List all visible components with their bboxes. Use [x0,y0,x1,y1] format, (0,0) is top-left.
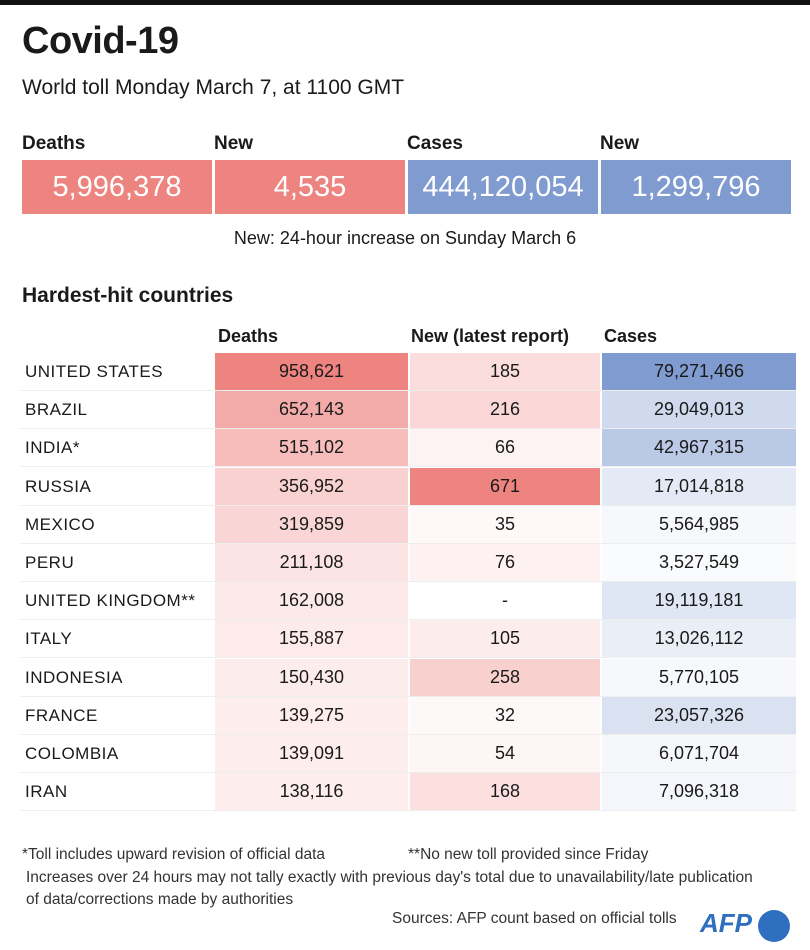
table-row: COLOMBIA 139,091 54 6,071,704 [20,735,796,773]
kpi-label-deaths: Deaths [22,133,86,154]
deaths-cell: 319,859 [215,505,408,543]
sources: Sources: AFP count based on official tol… [392,910,677,927]
kpi-cases: 444,120,054 [408,160,598,214]
cases-cell: 6,071,704 [602,735,796,772]
footnote-increases: Increases over 24 hours may not tally ex… [26,869,753,886]
page-title: Covid-19 [22,20,179,62]
table-row: MEXICO 319,859 35 5,564,985 [20,505,796,544]
new-cell: 105 [410,620,600,658]
subtitle: World toll Monday March 7, at 1100 GMT [22,76,405,99]
new-cell: 168 [410,773,600,811]
deaths-cell: 138,116 [215,773,408,811]
new-cell: 35 [410,505,600,543]
cases-cell: 79,271,466 [602,353,796,390]
kpi-deaths: 5,996,378 [22,160,212,214]
cases-cell: 7,096,318 [602,773,796,811]
deaths-cell: 139,091 [215,735,408,772]
kpi-new-cases: 1,299,796 [601,160,791,214]
deaths-cell: 150,430 [215,658,408,696]
afp-logo: AFP [700,908,752,938]
footnote-double-star: **No new toll provided since Friday [408,846,649,863]
kpi-label-cases: Cases [407,133,463,154]
table-row: ITALY 155,887 105 13,026,112 [20,620,796,659]
country-name: RUSSIA [25,476,92,496]
country-name: BRAZIL [25,400,88,420]
new-cell: 32 [410,696,600,734]
cases-cell: 29,049,013 [602,391,796,429]
cases-cell: 13,026,112 [602,620,796,658]
table-row: INDONESIA 150,430 258 5,770,105 [20,658,796,697]
new-cell: - [410,582,600,620]
country-name: FRANCE [25,705,98,725]
deaths-cell: 652,143 [215,391,408,429]
country-name: MEXICO [25,514,96,534]
cases-cell: 19,119,181 [602,582,796,620]
cases-cell: 5,770,105 [602,658,796,696]
country-name: ITALY [25,629,73,649]
country-name: INDIA* [25,438,80,458]
new-cell: 216 [410,391,600,429]
kpi-label-new-deaths: New [214,133,254,154]
table-row: BRAZIL 652,143 216 29,049,013 [20,391,796,430]
deaths-cell: 958,621 [215,353,408,390]
table-row: UNITED KINGDOM** 162,008-19,119,181 [20,582,796,621]
new-cell: 185 [410,353,600,390]
top-rule [0,0,810,5]
table-row: PERU 211,108 76 3,527,549 [20,544,796,582]
new-cell: 54 [410,735,600,772]
afp-logo-circle [758,910,790,942]
new-cell: 66 [410,429,600,467]
country-name: PERU [25,553,75,572]
table-row: UNITED STATES 958,621 185 79,271,466 [20,353,796,391]
deaths-cell: 356,952 [215,467,408,505]
kpi-new-deaths: 4,535 [215,160,405,214]
table-row: RUSSIA 356,952 671 17,014,818 [20,467,796,506]
country-name: UNITED KINGDOM** [25,591,196,611]
table-row: INDIA* 515,102 66 42,967,315 [20,429,796,468]
new-cell: 76 [410,544,600,581]
table-row: FRANCE 139,275 32 23,057,326 [20,696,796,735]
deaths-cell: 515,102 [215,429,408,467]
cases-cell: 5,564,985 [602,505,796,543]
country-name: INDONESIA [25,667,124,687]
table-row: IRAN 138,116 168 7,096,318 [20,773,796,812]
deaths-cell: 162,008 [215,582,408,620]
deaths-cell: 139,275 [215,696,408,734]
column-header-cases: Cases [604,326,658,346]
cases-cell: 42,967,315 [602,429,796,467]
cases-cell: 17,014,818 [602,467,796,505]
kpi-label-new-cases: New [600,133,640,154]
section-title: Hardest-hit countries [22,284,234,307]
new-cell: 258 [410,658,600,696]
country-name: COLOMBIA [25,744,119,763]
column-header-new: New (latest report) [411,326,570,346]
deaths-cell: 211,108 [215,544,408,581]
cases-cell: 3,527,549 [602,544,796,581]
cases-cell: 23,057,326 [602,696,796,734]
kpi-note: New: 24-hour increase on Sunday March 6 [233,228,577,248]
country-name: IRAN [25,782,68,802]
column-header-deaths: Deaths [218,326,279,346]
footnote-increases-2: of data/corrections made by authorities [26,891,294,908]
country-name: UNITED STATES [25,362,164,381]
deaths-cell: 155,887 [215,620,408,658]
footnote-star: *Toll includes upward revision of offici… [22,846,325,863]
new-cell: 671 [410,467,600,505]
